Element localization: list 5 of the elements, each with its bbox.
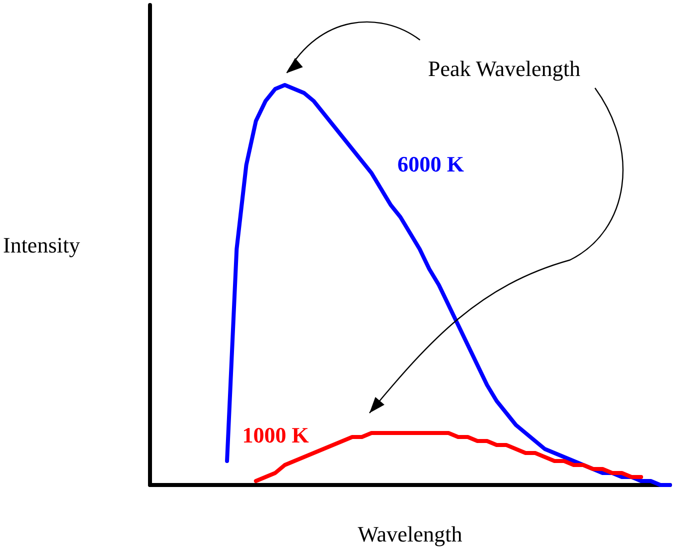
y-axis-title: Intensity [2, 232, 80, 258]
series-label: 1000 K [242, 422, 309, 448]
text: Peak Wavelength [428, 56, 580, 82]
series-label: 6000 K [397, 152, 464, 176]
x-axis-title: Wavelength [358, 522, 462, 546]
